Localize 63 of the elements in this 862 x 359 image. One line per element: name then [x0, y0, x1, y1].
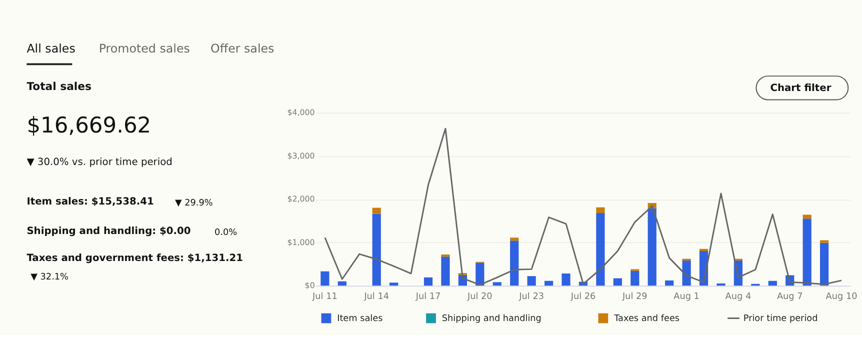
bar [390, 282, 398, 286]
bar [682, 260, 691, 286]
bar [510, 238, 519, 241]
text: Offer sales [210, 41, 274, 56]
bar [441, 256, 450, 286]
bar [699, 248, 708, 252]
bar [596, 207, 605, 213]
x-tick-label: Jul 17 [414, 292, 441, 302]
text: $16,669.62 [26, 113, 152, 138]
bar [527, 276, 536, 286]
text: Total sales [26, 80, 92, 93]
bar [648, 208, 656, 286]
bar [372, 214, 381, 286]
bar [613, 278, 622, 286]
bar [492, 282, 502, 286]
bar [802, 214, 812, 219]
legend-label: Item sales [337, 314, 384, 324]
bar [320, 271, 330, 286]
bar [424, 277, 433, 286]
bar [338, 281, 346, 286]
bar [820, 240, 829, 243]
x-tick-label: Aug 7 [776, 292, 803, 302]
text: ▼ 32.1% [30, 272, 68, 283]
y-tick-label: $1,000 [287, 238, 315, 247]
text: All sales [26, 41, 76, 56]
bar [768, 280, 777, 286]
bar [665, 280, 674, 286]
bar [372, 208, 381, 214]
bar [544, 280, 554, 286]
text: Taxes and government fees: $1,131.21 [26, 252, 244, 264]
text: ▼ 29.9% [174, 198, 213, 209]
text: 0.0% [214, 228, 238, 238]
y-tick-label: $0 [304, 281, 315, 290]
text: Item sales: $15,538.41 [26, 196, 154, 208]
x-tick-label: Aug 10 [826, 292, 858, 302]
y-tick-label: $4,000 [287, 108, 315, 118]
text: Chart filter [770, 82, 832, 94]
bar [596, 212, 605, 286]
text: Shipping and handling: $0.00 [26, 226, 191, 238]
bar [820, 242, 829, 286]
bar [716, 283, 726, 286]
legend-label: Prior time period [743, 314, 818, 324]
y-tick-label: $2,000 [287, 194, 315, 204]
legend-label: Taxes and fees [613, 314, 680, 324]
text: Promoted sales [98, 41, 190, 56]
x-tick-label: Jul 14 [363, 292, 390, 302]
bar [630, 270, 640, 286]
text: ▼ 30.0% vs. prior time period [26, 157, 172, 168]
legend-label: Shipping and handling [442, 314, 542, 324]
bar [476, 262, 484, 286]
bar [441, 254, 450, 257]
bar [510, 240, 519, 286]
bar [562, 274, 570, 286]
x-tick-label: Jul 23 [518, 292, 544, 302]
y-tick-label: $3,000 [287, 151, 315, 160]
bar [802, 218, 812, 286]
line-series [324, 128, 842, 286]
x-tick-label: Aug 1 [674, 292, 700, 302]
x-tick-label: Jul 29 [621, 292, 648, 302]
x-tick-label: Jul 20 [466, 292, 493, 302]
x-tick-label: Jul 26 [570, 292, 596, 302]
x-tick-label: Aug 4 [725, 292, 752, 302]
x-tick-label: Jul 11 [312, 292, 338, 302]
